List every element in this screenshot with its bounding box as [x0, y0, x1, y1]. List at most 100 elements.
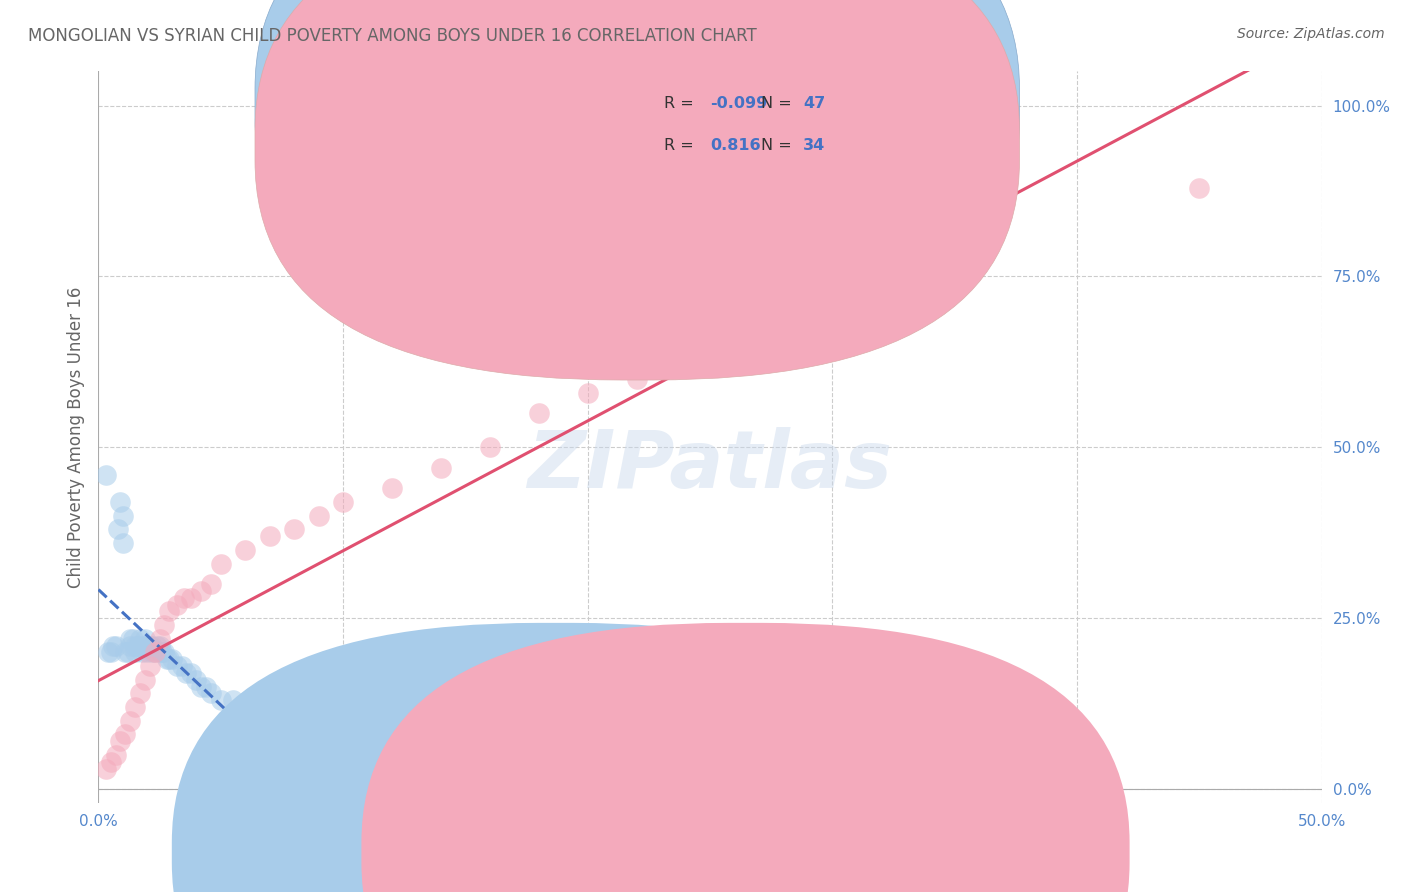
- Point: [117, 645, 139, 659]
- Point: [141, 645, 163, 659]
- Point: [173, 591, 195, 605]
- Point: [190, 583, 212, 598]
- Point: [124, 645, 146, 659]
- Point: [170, 659, 193, 673]
- Point: [111, 508, 134, 523]
- Text: R =: R =: [664, 96, 699, 112]
- Point: [114, 645, 136, 659]
- Point: [104, 639, 127, 653]
- Point: [134, 673, 156, 687]
- Point: [149, 632, 172, 646]
- Point: [259, 529, 281, 543]
- Point: [101, 639, 124, 653]
- Point: [111, 536, 134, 550]
- Point: [150, 645, 173, 659]
- Point: [127, 639, 149, 653]
- Point: [120, 714, 142, 728]
- Point: [332, 495, 354, 509]
- Point: [626, 372, 648, 386]
- Point: [114, 727, 136, 741]
- Point: [233, 700, 256, 714]
- Point: [430, 460, 453, 475]
- Point: [131, 645, 153, 659]
- Point: [222, 693, 245, 707]
- Point: [180, 591, 202, 605]
- Point: [233, 542, 256, 557]
- Point: [157, 652, 180, 666]
- Point: [209, 693, 232, 707]
- Point: [94, 762, 117, 776]
- Point: [124, 700, 146, 714]
- Text: 34: 34: [803, 137, 825, 153]
- Point: [176, 665, 198, 680]
- FancyBboxPatch shape: [606, 82, 863, 178]
- Point: [166, 659, 188, 673]
- Text: Mongolians: Mongolians: [582, 845, 673, 860]
- Point: [153, 645, 176, 659]
- Point: [131, 639, 153, 653]
- Point: [129, 632, 152, 646]
- Point: [97, 645, 120, 659]
- FancyBboxPatch shape: [361, 623, 1129, 892]
- Point: [527, 406, 550, 420]
- Text: Syrians: Syrians: [772, 845, 831, 860]
- Point: [121, 632, 143, 646]
- Text: R =: R =: [664, 137, 699, 153]
- Point: [136, 645, 159, 659]
- Point: [136, 639, 159, 653]
- Point: [120, 639, 142, 653]
- Point: [186, 673, 208, 687]
- FancyBboxPatch shape: [254, 0, 1019, 380]
- Point: [124, 639, 146, 653]
- Point: [143, 645, 166, 659]
- Point: [139, 659, 162, 673]
- FancyBboxPatch shape: [172, 623, 941, 892]
- Point: [160, 652, 183, 666]
- Point: [134, 632, 156, 646]
- Point: [104, 747, 127, 762]
- Text: ZIPatlas: ZIPatlas: [527, 427, 893, 506]
- Y-axis label: Child Poverty Among Boys Under 16: Child Poverty Among Boys Under 16: [66, 286, 84, 588]
- Point: [200, 686, 222, 700]
- Text: 47: 47: [803, 96, 825, 112]
- FancyBboxPatch shape: [254, 0, 1019, 339]
- Point: [110, 734, 132, 748]
- Point: [200, 577, 222, 591]
- Text: 0.816: 0.816: [710, 137, 761, 153]
- Text: Source: ZipAtlas.com: Source: ZipAtlas.com: [1237, 27, 1385, 41]
- Text: N =: N =: [762, 96, 797, 112]
- Text: N =: N =: [762, 137, 797, 153]
- Point: [134, 639, 156, 653]
- Point: [308, 508, 330, 523]
- Point: [141, 639, 163, 653]
- Point: [146, 639, 169, 653]
- Point: [107, 522, 129, 536]
- Point: [157, 604, 180, 618]
- Text: -0.099: -0.099: [710, 96, 768, 112]
- Point: [149, 645, 172, 659]
- Point: [209, 557, 232, 571]
- Point: [190, 680, 212, 694]
- Point: [120, 632, 142, 646]
- Point: [166, 598, 188, 612]
- Point: [139, 639, 162, 653]
- Point: [100, 645, 122, 659]
- Point: [153, 618, 176, 632]
- Point: [723, 338, 745, 352]
- Point: [143, 645, 166, 659]
- Point: [576, 385, 599, 400]
- Point: [478, 440, 501, 454]
- Point: [195, 680, 218, 694]
- Point: [1188, 180, 1211, 194]
- Point: [156, 652, 179, 666]
- Point: [94, 467, 117, 482]
- Point: [283, 522, 305, 536]
- Point: [110, 495, 132, 509]
- Point: [180, 665, 202, 680]
- Text: MONGOLIAN VS SYRIAN CHILD POVERTY AMONG BOYS UNDER 16 CORRELATION CHART: MONGOLIAN VS SYRIAN CHILD POVERTY AMONG …: [28, 27, 756, 45]
- Point: [129, 686, 152, 700]
- Point: [821, 324, 844, 338]
- Point: [149, 639, 172, 653]
- Point: [100, 755, 122, 769]
- Point: [381, 481, 404, 495]
